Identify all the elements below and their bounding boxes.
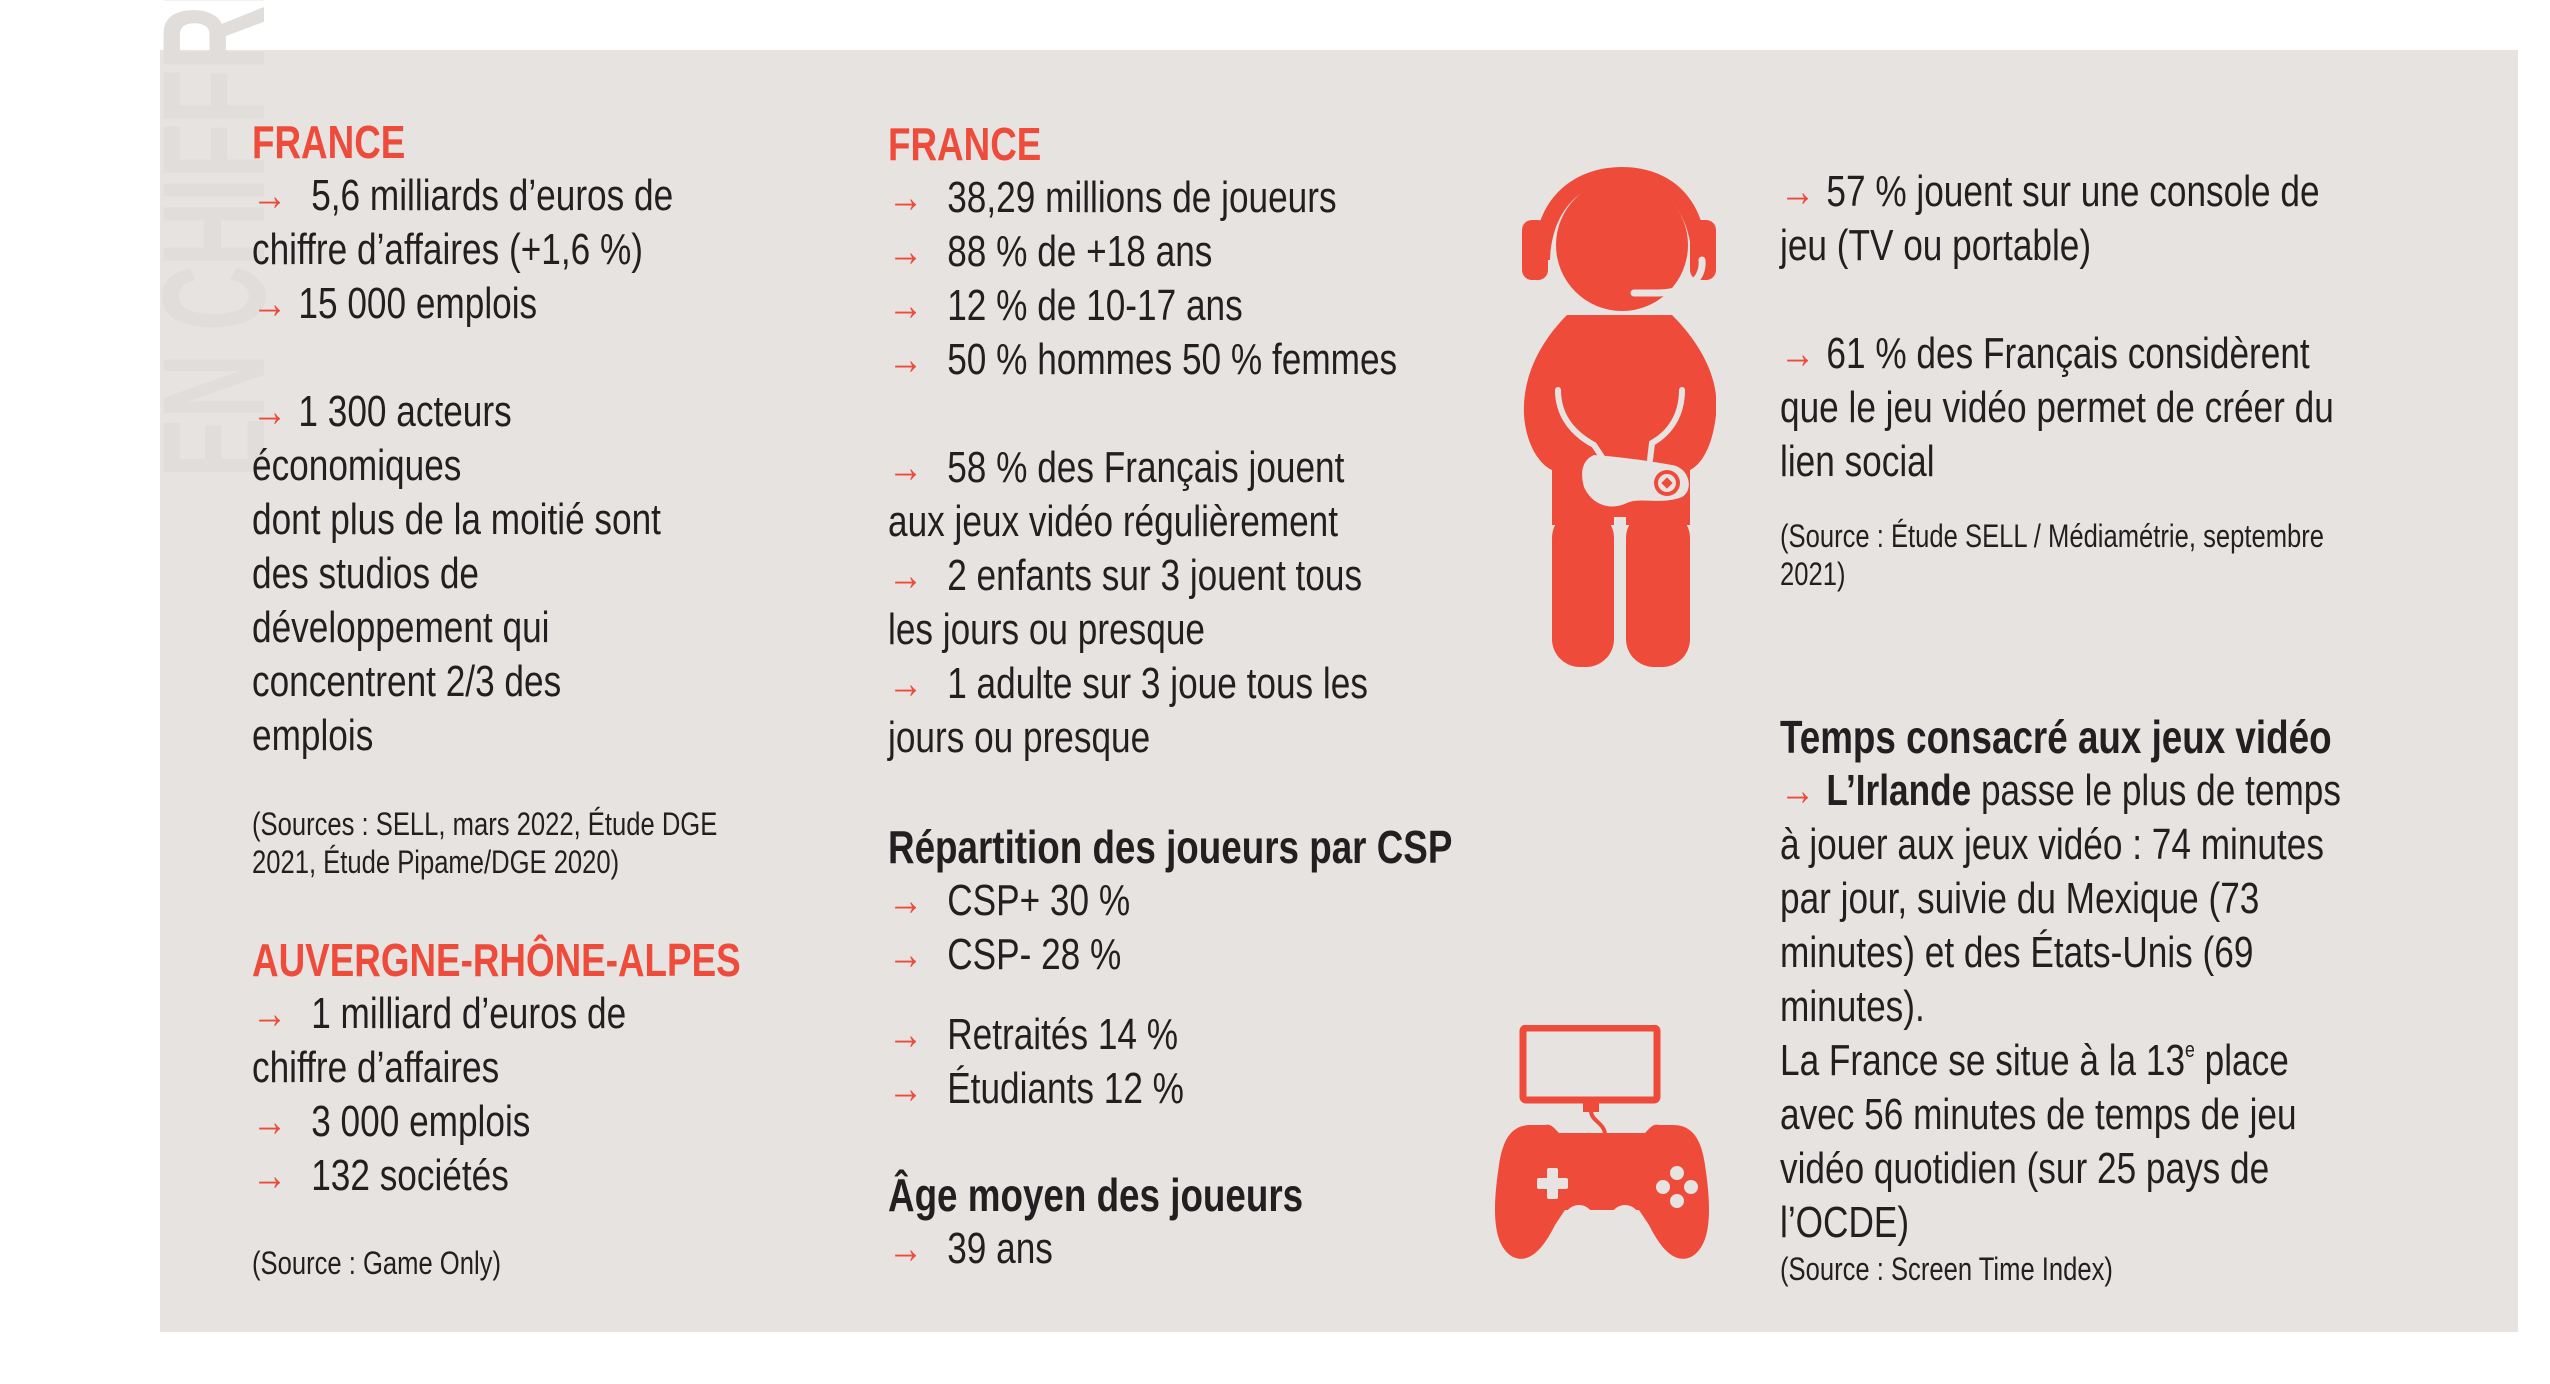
col3-time-heading: Temps consacré aux jeux vidéo (1780, 711, 2332, 763)
stat-line: économiques (252, 441, 462, 490)
arrow-right-icon: → (252, 171, 288, 220)
stat-line: les jours ou presque (888, 605, 1205, 654)
stat-line: → 39 ans (888, 1222, 1303, 1276)
stat-line: jours ou presque (888, 713, 1151, 762)
arrow-right-icon: → (888, 335, 924, 384)
stat-line: concentrent 2/3 des (252, 657, 562, 706)
highlight-country: L’Irlande (1826, 766, 1972, 815)
arrow-right-icon: → (888, 281, 924, 330)
stat-line: par jour, suivie du Mexique (73 (1780, 874, 2260, 923)
stat-line: → 132 sociétés (252, 1149, 741, 1203)
arrow-right-icon: → (888, 930, 924, 979)
col2-csp-section-2: → Retraités 14 % → Étudiants 12 % (888, 1008, 1184, 1116)
stat-line: minutes) et des États-Unis (69 (1780, 928, 2254, 977)
stat-line: minutes). (1780, 982, 1925, 1031)
stat-line: → 5,6 milliards d’euros de (252, 169, 673, 223)
col3-time-section: Temps consacré aux jeux vidéo → L’Irlande… (1780, 710, 2341, 1250)
col2-france-heading: FRANCE (888, 118, 1042, 170)
col1-ara-section: AUVERGNE-RHÔNE-ALPES → 1 milliard d’euros… (252, 933, 741, 1203)
arrow-right-icon: → (888, 1224, 924, 1273)
arrow-right-icon: → (1780, 167, 1816, 216)
stat-line: des studios de (252, 549, 479, 598)
stat-line: dont plus de la moitié sont (252, 495, 661, 544)
arrow-right-icon: → (888, 443, 924, 492)
stat-line: vidéo quotidien (sur 25 pays de (1780, 1144, 2270, 1193)
stat-line: que le jeu vidéo permet de créer du (1780, 383, 2334, 432)
stat-line: emplois (252, 711, 374, 760)
arrow-right-icon: → (1780, 766, 1816, 815)
gamer-with-headset-icon (1522, 167, 1716, 667)
stat-line: l’OCDE) (1780, 1198, 1910, 1247)
stat-line: → 2 enfants sur 3 jouent tous (888, 549, 1397, 603)
arrow-right-icon: → (888, 659, 924, 708)
stat-line: → Retraités 14 % (888, 1008, 1184, 1062)
arrow-right-icon: → (888, 551, 924, 600)
arrow-right-icon: → (252, 1097, 288, 1146)
col2-csp-heading: Répartition des joueurs par CSP (888, 821, 1453, 873)
col2-age-section: Âge moyen des joueurs → 39 ans (888, 1168, 1303, 1276)
arrow-right-icon: → (252, 279, 288, 328)
gamepad-with-screen-icon (1494, 1025, 1710, 1259)
arrow-right-icon: → (888, 1064, 924, 1113)
stat-line: jeu (TV ou portable) (1780, 221, 2092, 270)
stat-line: La France se situe à la 13e place (1780, 1036, 2289, 1085)
col3-stats-section: → 57 % jouent sur une console de jeu (TV … (1780, 165, 2334, 489)
arrow-right-icon: → (888, 876, 924, 925)
stat-line: → 50 % hommes 50 % femmes (888, 333, 1397, 387)
col1-ara-source: (Source : Game Only) (252, 1245, 501, 1281)
stat-line: → 1 milliard d’euros de (252, 987, 741, 1041)
stat-line: → 3 000 emplois (252, 1095, 741, 1149)
stat-line: → 12 % de 10-17 ans (888, 279, 1397, 333)
stat-line: à jouer aux jeux vidéo : 74 minutes (1780, 820, 2324, 869)
stat-line: chiffre d’affaires (+1,6 %) (252, 225, 643, 274)
arrow-right-icon: → (252, 989, 288, 1038)
stat-line: → 1 adulte sur 3 joue tous les (888, 657, 1397, 711)
col2-csp-section: Répartition des joueurs par CSP → CSP+ 30… (888, 820, 1452, 982)
arrow-right-icon: → (252, 387, 288, 436)
stat-line: → 57 % jouent sur une console de (1780, 165, 2334, 219)
stat-line: développement qui (252, 603, 550, 652)
col3-time-source: (Source : Screen Time Index) (1780, 1251, 2113, 1287)
spacer (1780, 273, 2334, 327)
stat-line: lien social (1780, 437, 1935, 486)
col1-france-heading: FRANCE (252, 116, 406, 168)
col1-ara-heading: AUVERGNE-RHÔNE-ALPES (252, 934, 741, 986)
stat-line: → 1 300 acteurs (252, 385, 673, 439)
stat-line: → CSP- 28 % (888, 928, 1452, 982)
stat-line: aux jeux vidéo régulièrement (888, 497, 1339, 546)
spacer (888, 387, 1397, 441)
stat-line: → 38,29 millions de joueurs (888, 171, 1397, 225)
spacer (252, 331, 673, 385)
stat-line: chiffre d’affaires (252, 1043, 500, 1092)
content-panel (160, 50, 2518, 1332)
stat-line: → 15 000 emplois (252, 277, 673, 331)
col2-france-section: FRANCE → 38,29 millions de joueurs → 88 % … (888, 117, 1397, 765)
arrow-right-icon: → (888, 227, 924, 276)
arrow-right-icon: → (888, 173, 924, 222)
arrow-right-icon: → (888, 1010, 924, 1059)
stat-line: → 58 % des Français jouent (888, 441, 1397, 495)
stat-line: → 88 % de +18 ans (888, 225, 1397, 279)
stat-line: → L’Irlande passe le plus de temps (1780, 764, 2341, 818)
stat-line: avec 56 minutes de temps de jeu (1780, 1090, 2297, 1139)
col1-france-section: FRANCE → 5,6 milliards d’euros de chiffre… (252, 115, 673, 763)
stat-line: → Étudiants 12 % (888, 1062, 1184, 1116)
col2-age-heading: Âge moyen des joueurs (888, 1169, 1304, 1221)
col1-france-source: (Sources : SELL, mars 2022, Étude DGE 20… (252, 806, 718, 880)
col3-stats-source: (Source : Étude SELL / Médiamétrie, sept… (1780, 518, 2325, 592)
stat-line: → 61 % des Français considèrent (1780, 327, 2334, 381)
arrow-right-icon: → (252, 1151, 288, 1200)
arrow-right-icon: → (1780, 329, 1816, 378)
stat-line: → CSP+ 30 % (888, 874, 1452, 928)
